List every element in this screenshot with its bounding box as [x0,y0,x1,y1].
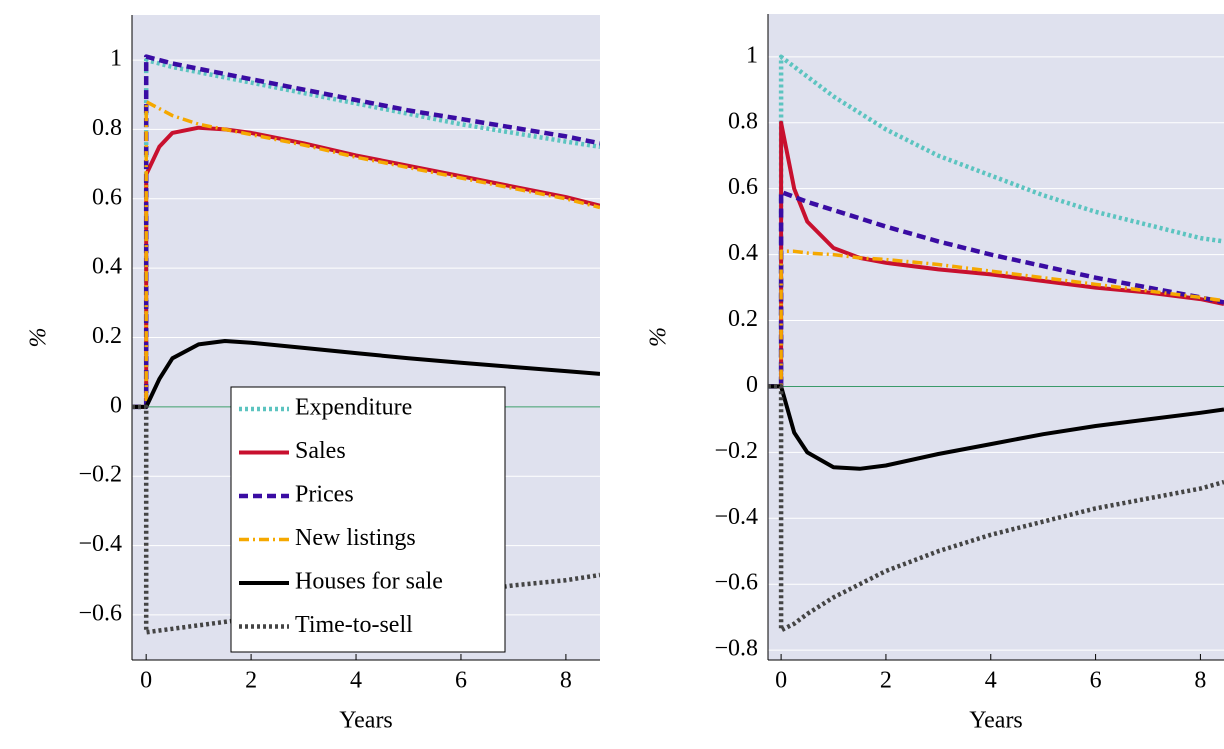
x-tick-label: 0 [775,668,787,694]
lines [768,54,1224,633]
lines [132,54,600,635]
legend-label: Prices [295,482,354,508]
legend-label: New listings [295,525,416,551]
y-tick-label: −0.8 [714,636,758,662]
series-line [768,384,1224,471]
x-axis-label: Years [339,708,393,734]
legend-label: Time-to-sell [295,612,413,638]
series-line [768,384,1224,633]
y-tick-label: 0.8 [728,108,758,134]
x-tick-label: 4 [350,668,362,694]
y-tick-label: −0.4 [714,504,758,530]
legend-box [230,386,506,653]
plot: −0.6 −0.4 −0.2 0 0.2 0.4 0.6 0.8 1 0 2 4 6 8 Years% Exp… [26,15,600,734]
legend-label: Expenditure [295,395,412,421]
y-tick-label: 0.4 [728,240,758,266]
x-tick-label: 2 [245,668,257,694]
y-tick-label: 0.6 [728,174,758,200]
legend-label: Sales [295,438,346,464]
series-line [132,99,600,409]
plot-background [768,14,1224,660]
y-tick-label: 0.8 [92,115,122,141]
series-line [768,54,1224,389]
y-tick-label: 1 [746,42,758,68]
series-line [132,339,600,409]
x-tick-label: 4 [985,668,997,694]
series-line [132,57,600,410]
x-tick-label: 2 [880,668,892,694]
legend: Expenditure Sales Prices New listings Houses… [230,386,506,653]
y-tick-label: 0 [110,392,122,418]
y-axis-label: % [646,327,672,347]
y-tick-label: 0.4 [92,254,122,280]
x-axis-label: Years [969,708,1023,734]
y-tick-label: −0.4 [78,531,122,557]
y-axis-label: % [26,328,52,348]
y-tick-label: 0.2 [728,306,758,332]
y-tick-label: 0.6 [92,184,122,210]
legend-label: Houses for sale [295,569,443,595]
plot: −0.8 −0.6 −0.4 −0.2 0 0.2 0.4 0.6 0.8 1 0 2 4 6 8 Years… [646,14,1224,734]
x-tick-label: 0 [140,668,152,694]
y-tick-label: −0.2 [714,438,758,464]
y-tick-label: −0.2 [78,462,122,488]
series-line [768,120,1224,389]
y-tick-label: 0.2 [92,323,122,349]
x-tick-label: 8 [560,668,572,694]
y-tick-label: −0.6 [78,600,122,626]
series-line [132,54,600,410]
series-line [768,189,1224,389]
y-tick-label: −0.6 [714,570,758,596]
y-tick-label: 1 [110,46,122,72]
x-tick-label: 6 [1090,668,1102,694]
y-tick-label: 0 [746,372,758,398]
x-tick-label: 8 [1194,668,1206,694]
x-tick-label: 6 [455,668,467,694]
